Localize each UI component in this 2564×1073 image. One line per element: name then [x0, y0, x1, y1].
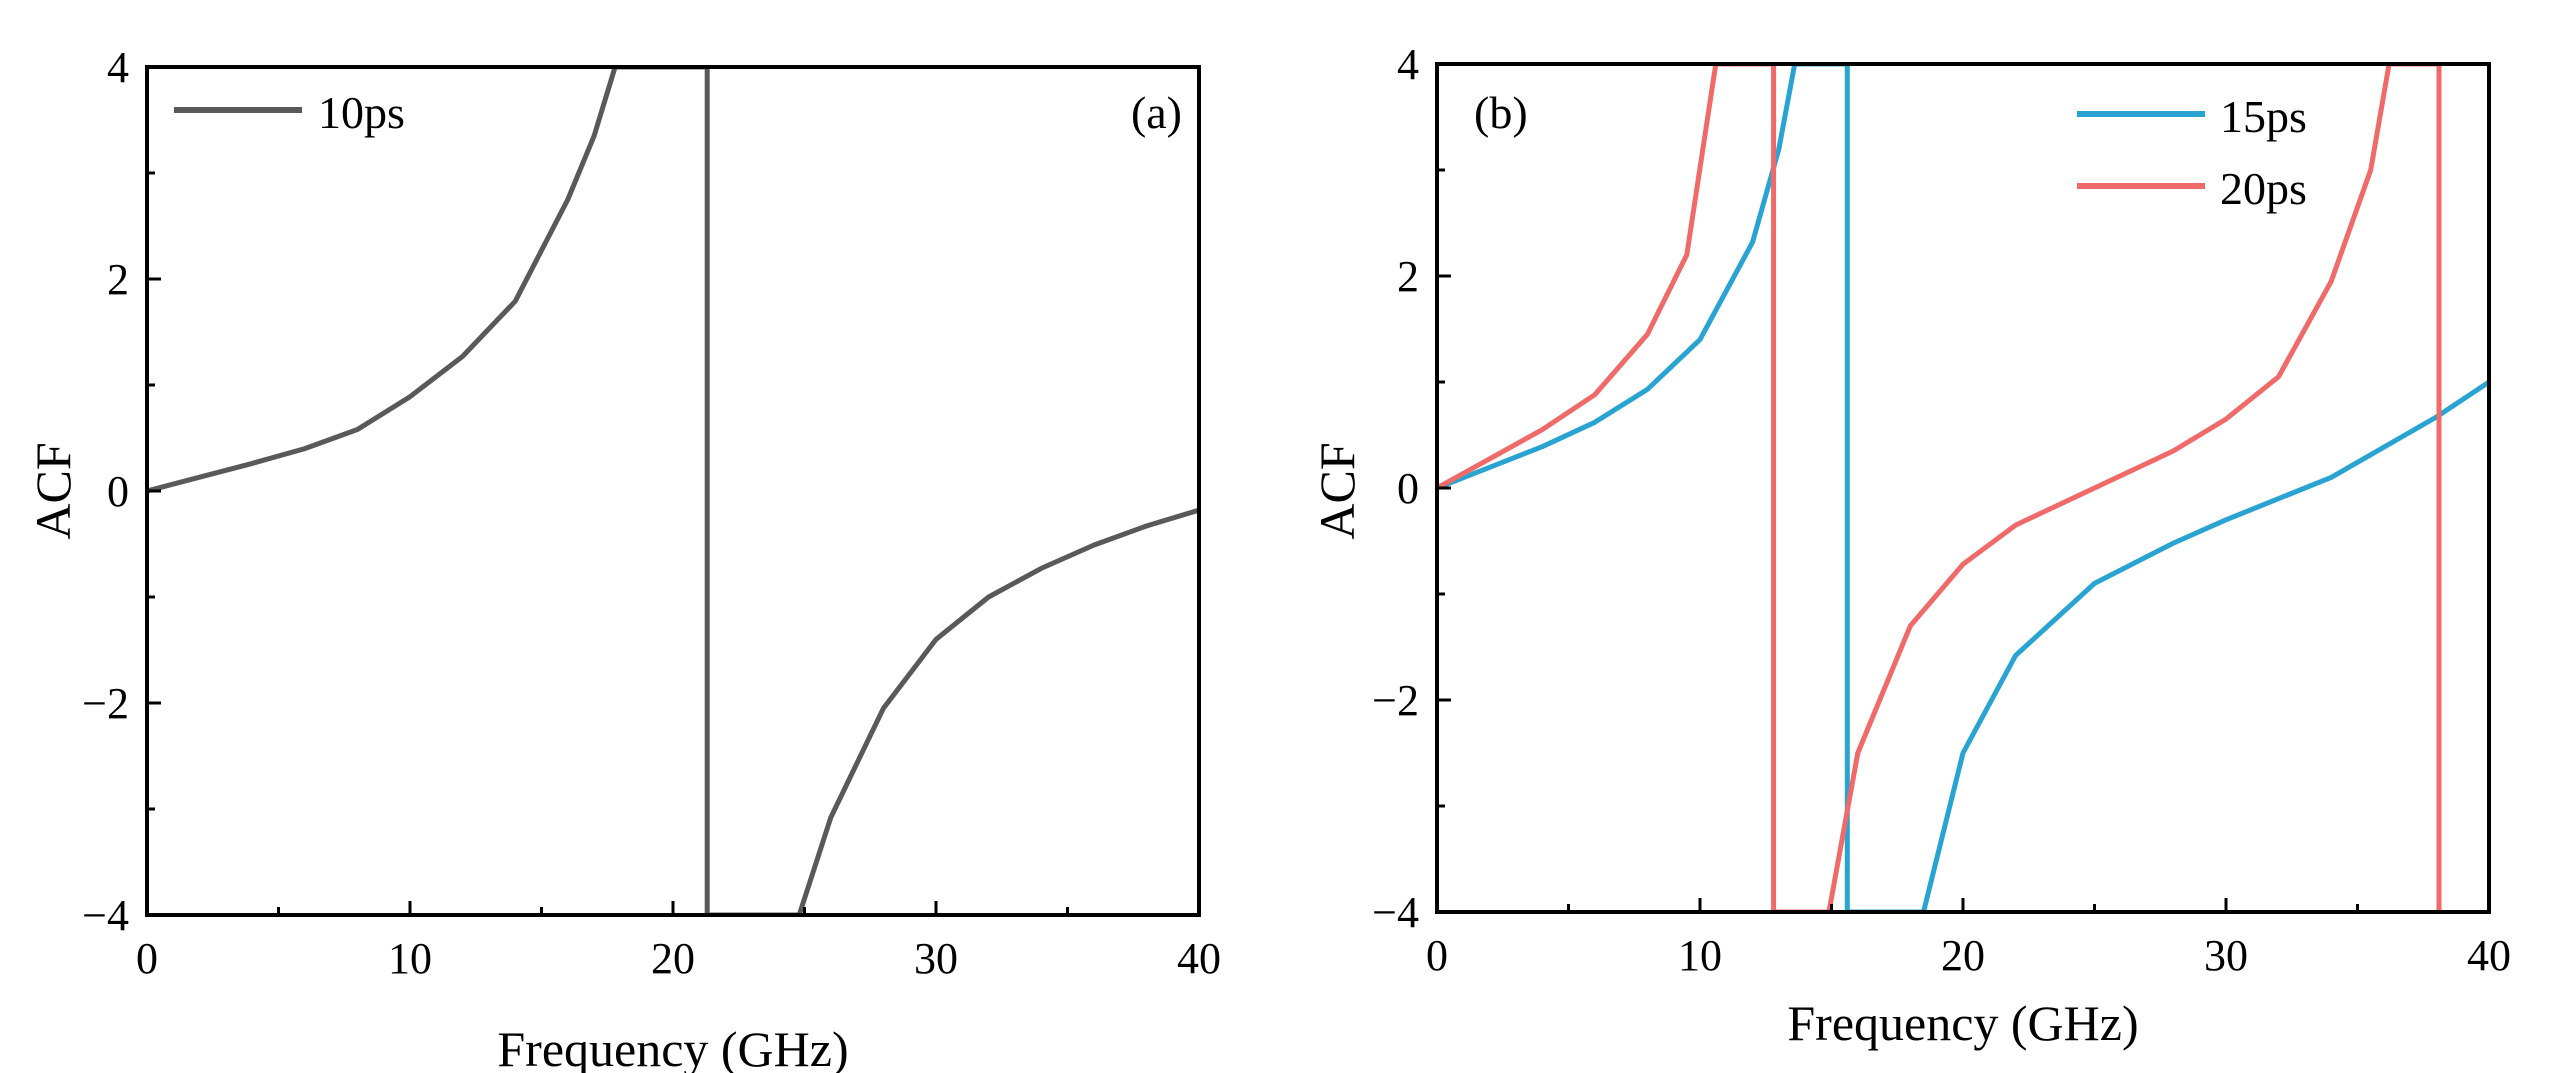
y-tick-label: 0 — [107, 467, 129, 516]
y-axis-title-b: ACF — [1309, 442, 1365, 539]
legend-label-20ps: 20ps — [2220, 163, 2307, 214]
panel-a: 0 10 20 30 40 −4 −2 0 2 4 Frequency (GHz) ACF (a)… — [25, 43, 1221, 1073]
plot-frame-a — [145, 65, 1201, 917]
x-tick-label: 0 — [1426, 931, 1448, 980]
y-tick-label: −4 — [1372, 888, 1419, 937]
legend-b: 15ps 20ps — [2077, 91, 2307, 214]
x-tick-label: 10 — [388, 934, 432, 983]
x-axis-title-b: Frequency (GHz) — [1787, 995, 2138, 1051]
x-tick-label: 20 — [1941, 931, 1985, 980]
y-axis-title-a: ACF — [25, 442, 81, 539]
x-tick-label: 40 — [1177, 934, 1221, 983]
ticklabel-layer-b: 0 10 20 30 40 −4 −2 0 2 4 — [1372, 40, 2511, 980]
x-tick-label: 20 — [651, 934, 695, 983]
legend-label-15ps: 15ps — [2220, 91, 2307, 142]
x-tick-label: 40 — [2467, 931, 2511, 980]
x-axis-title-a: Frequency (GHz) — [497, 1021, 848, 1073]
x-tick-label: 0 — [136, 934, 158, 983]
x-tick-label: 10 — [1678, 931, 1722, 980]
y-tick-label: −2 — [1372, 676, 1419, 725]
legend-label-10ps: 10ps — [318, 87, 405, 138]
y-tick-label: 4 — [1397, 40, 1419, 89]
y-tick-label: 0 — [1397, 464, 1419, 513]
tick-layer-a — [145, 65, 1201, 917]
y-tick-label: 4 — [107, 43, 129, 92]
x-tick-label: 30 — [2204, 931, 2248, 980]
y-tick-label: −4 — [82, 891, 129, 940]
tick-layer-b — [1435, 62, 2491, 914]
legend-a: 10ps — [174, 87, 405, 138]
y-tick-label: 2 — [1397, 252, 1419, 301]
y-tick-label: −2 — [82, 679, 129, 728]
ticklabel-layer-a: 0 10 20 30 40 −4 −2 0 2 4 — [82, 43, 1221, 983]
panel-label-b: (b) — [1474, 87, 1528, 138]
series-line-15ps — [1437, 64, 2489, 912]
series-layer-a — [147, 67, 1199, 915]
panel-label-a: (a) — [1131, 87, 1182, 138]
panel-b: 0 10 20 30 40 −4 −2 0 2 4 Frequency (GHz) ACF (b)… — [1309, 40, 2511, 1051]
series-line-10ps — [147, 67, 1199, 915]
x-tick-label: 30 — [914, 934, 958, 983]
series-line-20ps — [1437, 64, 2442, 912]
plot-frame-b — [1435, 62, 2491, 914]
series-layer-b — [1437, 64, 2489, 912]
y-tick-label: 2 — [107, 255, 129, 304]
